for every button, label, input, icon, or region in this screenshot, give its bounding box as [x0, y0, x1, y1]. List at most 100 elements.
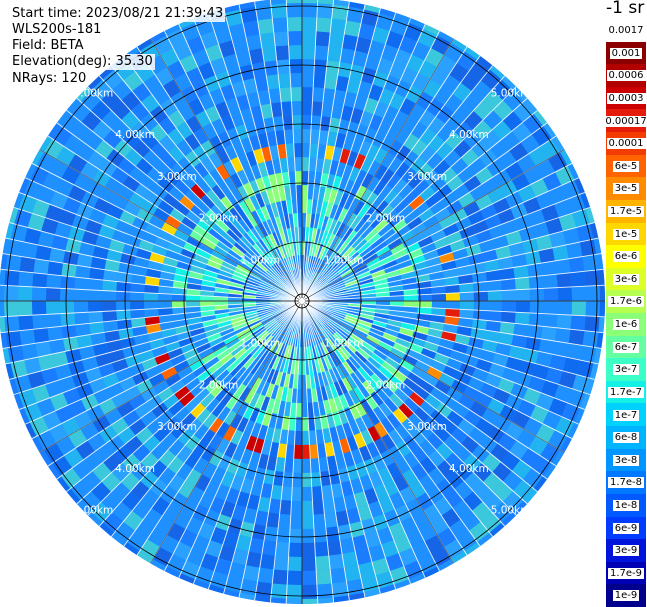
gate-cell	[446, 231, 463, 245]
ray-spoke	[301, 300, 412, 585]
colorbar-tick-label: 3e-6	[612, 273, 640, 285]
gate-cell	[197, 62, 216, 80]
gate-cell	[560, 149, 572, 166]
gate-cell	[111, 462, 131, 483]
gate-cell	[76, 334, 93, 349]
gate-cell	[273, 555, 289, 571]
gate-cell	[261, 335, 274, 348]
gate-cell	[200, 139, 216, 157]
gate-cell	[111, 391, 129, 408]
gate-cell	[346, 251, 360, 264]
gate-cell	[571, 286, 586, 301]
gate-cell	[269, 323, 281, 336]
gate-cell	[208, 336, 224, 348]
gate-cell	[593, 238, 602, 255]
gate-cell	[130, 283, 145, 293]
gate-cell	[308, 256, 314, 271]
ray-spoke	[301, 8, 381, 302]
ray-spoke	[5, 237, 303, 302]
gate-cell	[334, 349, 346, 364]
gate-cell	[360, 285, 376, 292]
gate-cell	[535, 392, 555, 411]
gate-cell	[102, 290, 117, 301]
colorbar-bin: 3e-7	[606, 358, 646, 382]
gate-cell	[259, 312, 273, 320]
gate-cell	[337, 328, 351, 339]
colorbar-tick-label: 1.7e-8	[607, 477, 645, 489]
gate-cell	[242, 565, 260, 582]
gate-cell	[433, 236, 450, 250]
gate-cell	[232, 548, 249, 566]
gate-cell	[160, 152, 178, 170]
gate-cell	[270, 102, 283, 118]
ppi-scan-plot: 1.00km2.00km3.00km4.00km5.00km1.00km2.00…	[0, 0, 605, 604]
gate-cell	[309, 241, 315, 257]
gate-cell	[501, 301, 516, 313]
gate-cell	[274, 262, 285, 276]
gate-cell	[453, 139, 472, 158]
gate-cell	[286, 345, 293, 360]
gate-cell	[257, 258, 270, 271]
gate-cell	[459, 309, 474, 319]
gate-cell	[379, 584, 396, 594]
gate-cell	[513, 265, 529, 279]
colorbar-bin: 6e-6	[606, 245, 646, 269]
gate-cell	[148, 372, 166, 387]
gate-cell	[373, 241, 388, 254]
ray-spoke	[164, 300, 303, 572]
gate-cell	[295, 416, 302, 431]
gate-cell	[397, 259, 413, 270]
gate-cell	[21, 343, 38, 361]
gate-cell	[104, 259, 121, 272]
gate-cell	[217, 454, 233, 471]
gate-cell	[393, 199, 410, 215]
gate-cell	[411, 139, 428, 157]
gate-cell	[225, 338, 240, 349]
gate-cell	[352, 331, 367, 342]
gate-cell	[106, 339, 123, 353]
gate-cell	[332, 286, 347, 293]
gate-cell	[417, 422, 434, 440]
gate-cell	[236, 328, 251, 338]
gate-cell	[257, 286, 272, 293]
gate-cell	[467, 210, 485, 226]
ray-spoke	[301, 222, 595, 302]
gate-cell	[392, 408, 408, 424]
gate-cell	[269, 249, 279, 263]
gate-cell	[260, 190, 271, 206]
gate-cell	[409, 391, 425, 407]
gate-cell	[381, 433, 396, 450]
gate-cell	[170, 235, 187, 249]
gate-cell	[317, 0, 334, 5]
gate-cell	[32, 286, 47, 301]
gate-cell	[228, 380, 243, 395]
gate-cell	[330, 18, 347, 35]
gate-cell	[445, 284, 460, 294]
gate-cell	[514, 214, 533, 231]
gate-cell	[527, 209, 546, 227]
gate-cell	[145, 323, 162, 334]
gate-cell	[427, 263, 443, 274]
gate-cell	[231, 80, 247, 98]
gate-cell	[37, 231, 55, 248]
gate-cell	[535, 423, 556, 443]
gate-cell	[297, 213, 302, 228]
gate-cell	[302, 199, 308, 214]
gate-cell	[254, 595, 271, 603]
gate-cell	[457, 166, 476, 184]
gate-cell	[123, 201, 141, 217]
gate-cell	[120, 252, 136, 266]
gate-cell	[209, 135, 224, 153]
gate-cell	[353, 200, 366, 216]
gate-cell	[160, 432, 178, 450]
gate-cell	[296, 388, 302, 403]
ray-spoke	[2, 253, 303, 302]
gate-cell	[302, 115, 312, 130]
gate-cell	[90, 256, 107, 270]
gate-cell	[394, 423, 411, 441]
gate-cell	[257, 496, 271, 513]
gate-cell	[215, 164, 230, 181]
gate-cell	[146, 394, 163, 411]
ray-spoke	[301, 300, 319, 604]
gate-cell	[436, 478, 455, 497]
